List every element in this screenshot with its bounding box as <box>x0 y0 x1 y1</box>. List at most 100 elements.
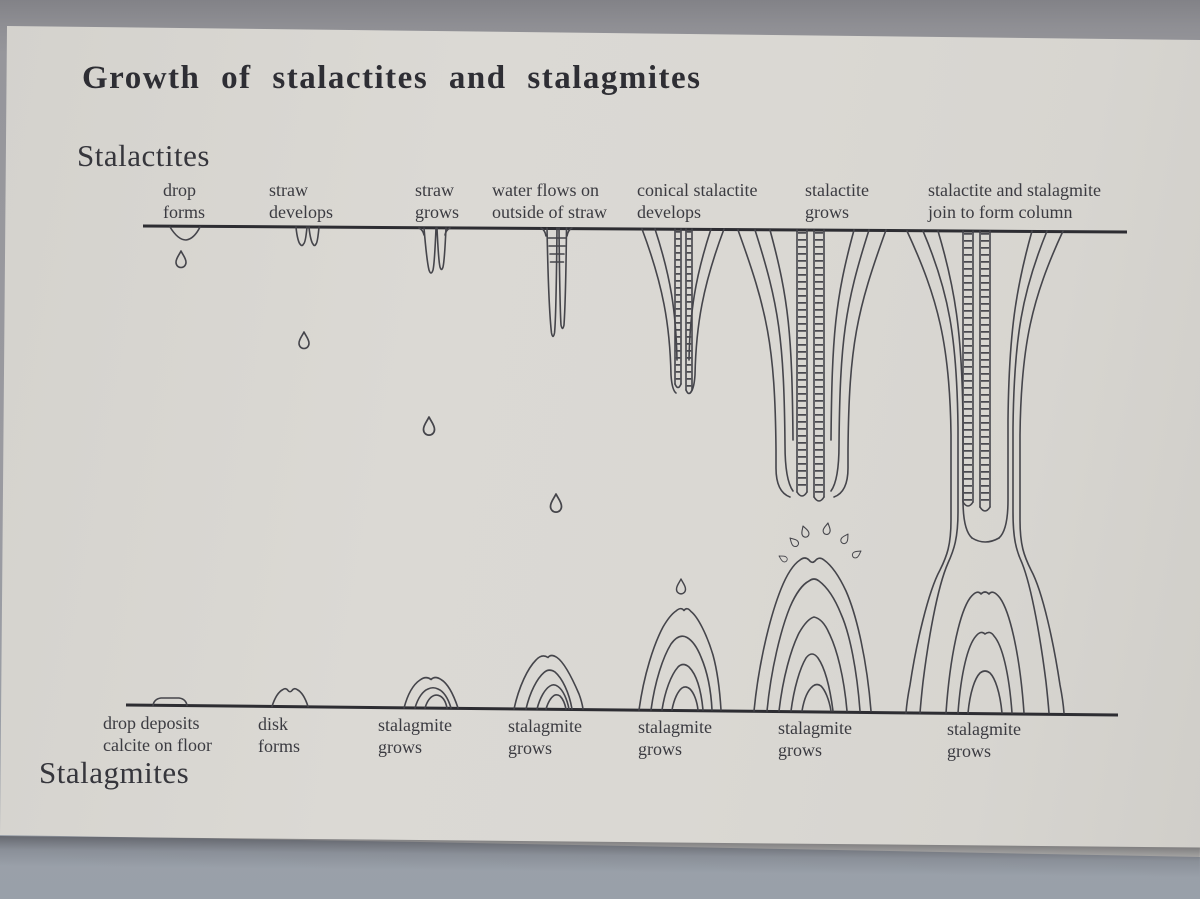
label-line: stalagmite <box>778 718 852 738</box>
stage-7-column-drawing <box>905 230 1065 714</box>
straw-rail <box>685 228 693 391</box>
label-line: calcite on floor <box>103 735 212 755</box>
falling-droplet <box>675 578 687 595</box>
falling-droplet <box>422 416 436 437</box>
straw-tube <box>423 227 437 274</box>
stage-label-bottom-3: stalagmite grows <box>378 714 452 758</box>
straw-rail <box>674 228 682 385</box>
floor-stage-5-stalagmite-drawing <box>638 578 722 711</box>
splash-droplet <box>787 535 801 549</box>
base-mound-layer <box>945 591 1025 714</box>
floor-stage-2-disk-drawing <box>271 687 309 708</box>
label-line: outside of straw <box>492 202 607 222</box>
label-line: drop deposits <box>103 713 200 733</box>
label-line: stalagmite <box>378 715 452 735</box>
label-line: straw <box>415 180 454 200</box>
label-line: forms <box>258 736 300 756</box>
stalactite-layer-curve <box>754 229 794 492</box>
flow-texture-ticks <box>547 237 567 263</box>
stalagmite-layer <box>801 683 832 712</box>
label-line: disk <box>258 714 289 734</box>
falling-droplet <box>298 331 310 350</box>
straw-tube <box>295 226 308 247</box>
stage-label-top-3: straw grows <box>415 179 459 223</box>
stage-label-bottom-6: stalagmite grows <box>778 717 852 761</box>
straw-tube <box>546 227 558 338</box>
stalagmite-layer <box>638 607 722 711</box>
stage-label-top-4: water flows on outside of straw <box>492 179 607 223</box>
stalagmite-layer <box>424 694 448 709</box>
column-layer-curve <box>1012 230 1050 714</box>
cave-floor-line <box>125 703 1119 717</box>
stage-label-bottom-5: stalagmite grows <box>638 716 712 760</box>
column-outline <box>1019 230 1065 714</box>
stage-1-drop-forms-drawing <box>169 226 201 269</box>
cone-layer-curve <box>689 228 725 394</box>
stalagmite-layer <box>513 654 584 710</box>
column-layer-curve <box>919 230 959 714</box>
splash-droplet <box>850 548 864 560</box>
straw-rail <box>979 230 991 508</box>
stalagmite-layer <box>414 686 452 709</box>
straw-rail <box>813 229 825 498</box>
stalagmite-layer <box>671 686 699 711</box>
label-line: grows <box>778 740 822 760</box>
calcite-disk <box>152 697 188 707</box>
label-line: grows <box>805 202 849 222</box>
label-line: stalagmite <box>947 719 1021 739</box>
stalagmite-layer <box>766 578 861 712</box>
stalagmite-layer <box>536 684 570 710</box>
label-line: grows <box>947 741 991 761</box>
straw-rail <box>796 229 808 493</box>
stalagmite-layer <box>753 557 872 712</box>
splash-droplet <box>821 521 833 536</box>
stalagmite-layer <box>650 635 713 711</box>
stage-label-bottom-4: stalagmite grows <box>508 715 582 759</box>
column-layer-curve <box>998 230 1033 539</box>
stage-label-top-2: straw develops <box>269 179 333 223</box>
stalagmite-layer <box>403 676 459 709</box>
stage-label-bottom-7: stalagmite grows <box>947 718 1021 762</box>
splash-droplet <box>839 531 852 546</box>
label-line: forms <box>163 202 205 222</box>
label-line: grows <box>638 739 682 759</box>
stalagmite-layer <box>790 653 834 712</box>
stalactite-layer-curve <box>737 229 791 498</box>
floor-stage-4-stalagmite-drawing <box>513 654 584 710</box>
cone-layer-curve <box>641 228 677 394</box>
base-mound-layer <box>967 670 1003 714</box>
floor-stage-1-calcite-deposit-drawing <box>152 697 188 707</box>
stalactite-layer-curve <box>833 229 887 498</box>
stalagmite-layer <box>661 663 704 711</box>
stalagmite-layer <box>778 616 848 712</box>
section-heading-stalagmites: Stalagmites <box>39 755 190 790</box>
stage-3-straw-grows-drawing <box>418 227 451 437</box>
stage-label-top-5: conical stalactite develops <box>637 179 757 223</box>
falling-droplet <box>549 493 563 514</box>
stalagmite-layer <box>525 669 573 710</box>
label-line: conical stalactite <box>637 180 758 200</box>
stage-5-conical-stalactite-drawing <box>641 228 725 395</box>
label-line: stalagmite <box>508 716 582 736</box>
stalagmite-layer <box>545 694 567 710</box>
splash-droplet <box>777 553 789 564</box>
label-line: drop <box>163 180 196 200</box>
label-line: grows <box>378 737 422 757</box>
stage-label-top-1: drop forms <box>163 179 205 223</box>
label-line: stalactite and stalagmite <box>928 180 1101 200</box>
straw-tip <box>962 501 974 507</box>
floor-stage-6-stalagmite-drawing <box>753 521 872 712</box>
label-line: stalactite <box>805 180 869 200</box>
straw-tip <box>685 389 693 395</box>
cone-layer-curve <box>654 228 678 361</box>
straw-tube <box>436 227 447 271</box>
splash-droplet <box>799 524 811 539</box>
straw-tip <box>979 506 991 512</box>
section-heading-stalactites: Stalactites <box>77 138 210 173</box>
label-line: grows <box>508 738 552 758</box>
junction-collar <box>971 537 1000 543</box>
base-mound-layer <box>957 631 1013 714</box>
stalactite-layer-curve <box>830 229 855 441</box>
